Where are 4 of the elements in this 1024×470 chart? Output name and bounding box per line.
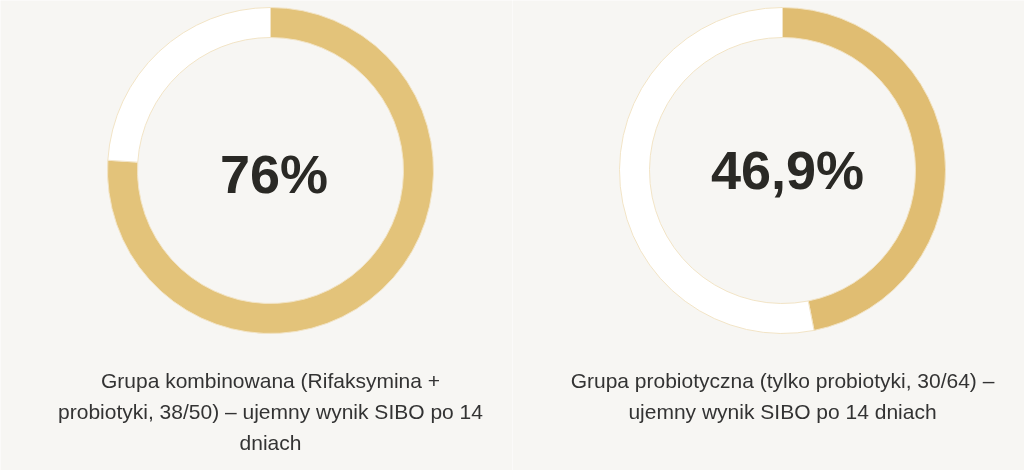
data-label: 46,9% — [710, 140, 865, 201]
text: Grupa probiotyczna (tylko probiotyki, 30/64) – ujemny wynik SIBO po 14 dniach — [570, 369, 995, 423]
data-label: 76% — [219, 144, 328, 205]
text: Grupa kombinowana (Rifaksymina + probiotyki, 38/50) – ujemny wynik SIBO po 14 dniach — [58, 369, 484, 454]
